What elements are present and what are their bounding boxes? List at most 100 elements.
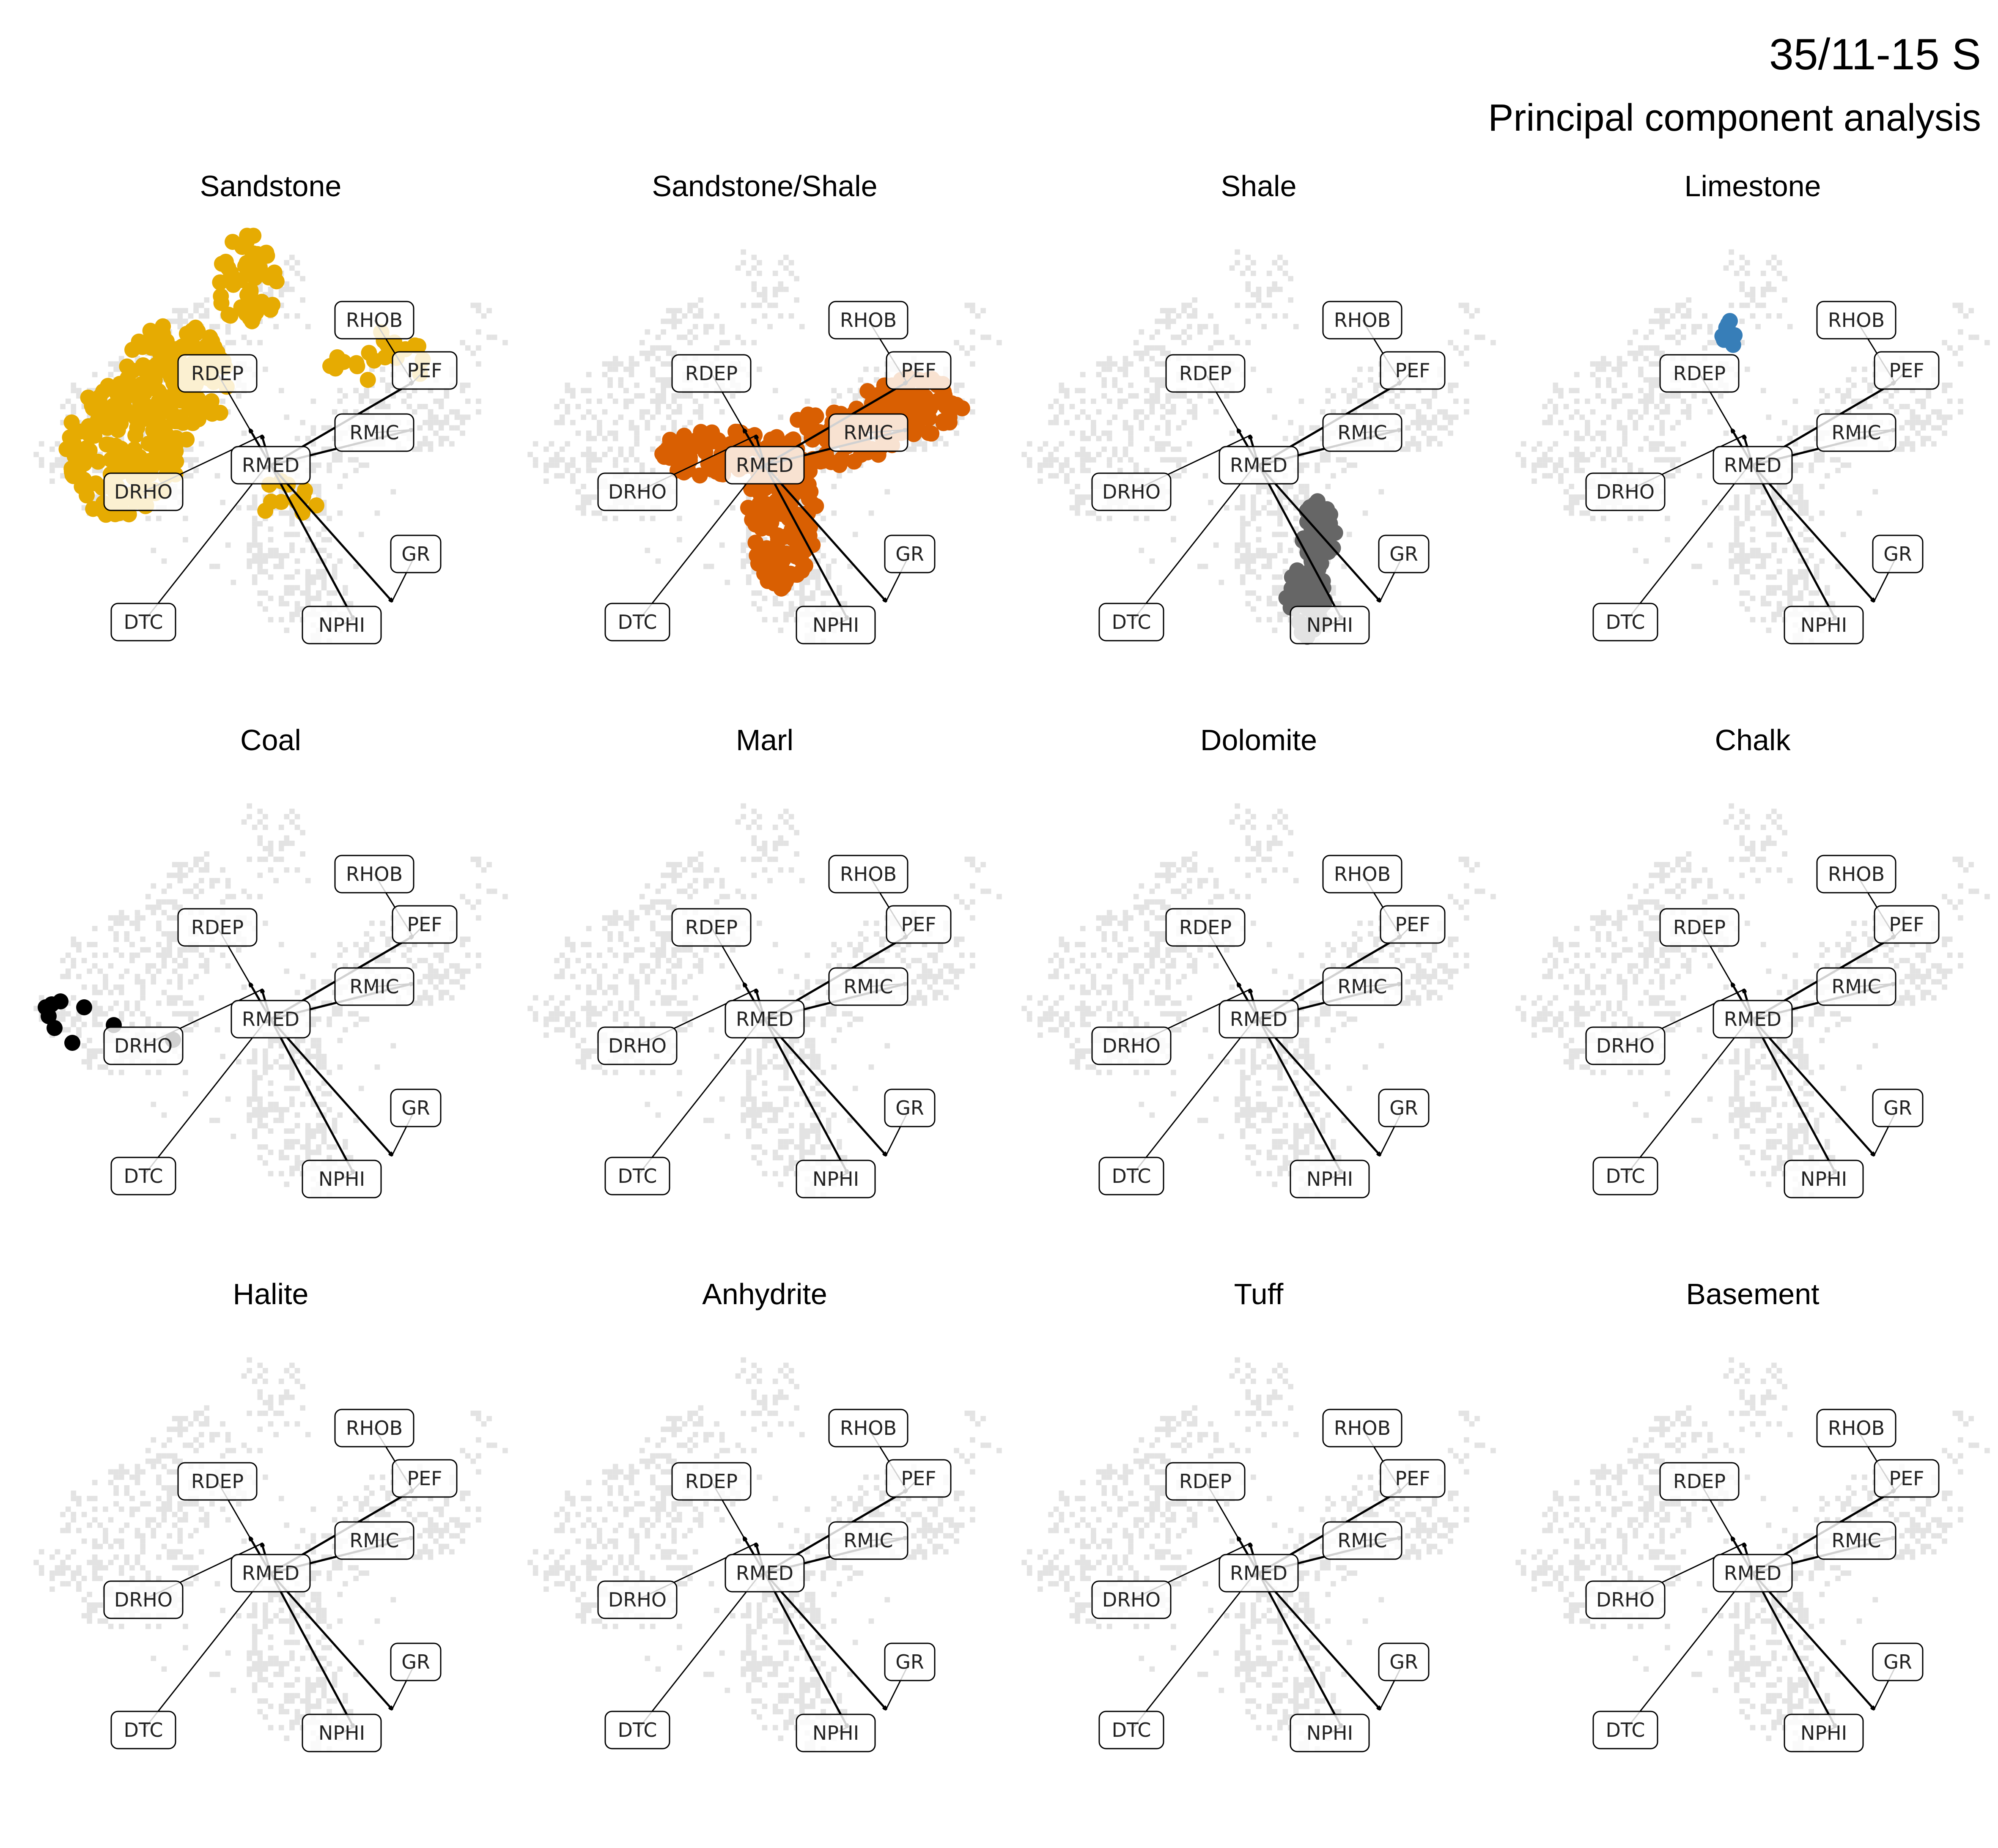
background-cell <box>1531 446 1537 452</box>
background-cell <box>570 462 576 468</box>
background-cell <box>1569 499 1574 505</box>
background-cell <box>1235 302 1240 308</box>
background-cell <box>1479 335 1485 340</box>
background-cell <box>1245 558 1251 564</box>
background-cell <box>581 388 586 393</box>
label-box <box>1322 413 1402 452</box>
label-drho: DRHO <box>114 480 173 503</box>
background-cell <box>92 963 98 969</box>
background-cell <box>1075 388 1080 393</box>
background-cell <box>602 409 608 415</box>
background-cell <box>837 590 842 596</box>
background-cell <box>289 515 295 521</box>
background-cell <box>1531 462 1537 468</box>
background-cell <box>1091 457 1096 463</box>
background-cell <box>1931 441 1937 447</box>
background-cell <box>60 404 66 409</box>
background-cell <box>1432 414 1438 420</box>
background-cell <box>607 366 613 372</box>
background-cell <box>1776 532 1782 537</box>
label-rmed: RMED <box>736 454 793 477</box>
background-cell <box>815 574 821 580</box>
background-cell <box>257 840 263 846</box>
background-cell <box>970 409 975 415</box>
background-cell <box>1101 393 1107 399</box>
background-cell <box>954 382 959 388</box>
background-cell <box>543 446 549 452</box>
background-cell <box>1569 510 1574 516</box>
background-cell <box>172 1011 178 1017</box>
background-cell <box>837 585 842 591</box>
background-cell <box>294 260 300 266</box>
background-cell <box>1037 468 1043 473</box>
background-cell <box>1760 302 1766 308</box>
background-cell <box>1558 457 1564 463</box>
background-cell <box>661 393 666 399</box>
background-cell <box>289 590 295 596</box>
background-cell <box>1819 398 1825 404</box>
background-cell <box>1128 441 1133 447</box>
background-cell <box>1277 510 1283 516</box>
background-cell <box>1739 558 1745 564</box>
background-cell <box>1139 548 1144 553</box>
background-cell <box>1840 393 1846 399</box>
background-cell <box>289 819 295 825</box>
background-cell <box>1235 542 1240 548</box>
background-cell <box>612 515 618 521</box>
background-cell <box>1537 457 1542 463</box>
background-cell <box>1585 457 1590 463</box>
background-cell <box>172 872 178 878</box>
background-cell <box>1240 271 1246 276</box>
background-cell <box>1464 302 1469 308</box>
background-cell <box>527 452 533 458</box>
data-point <box>146 372 163 388</box>
background-cell <box>278 617 284 622</box>
background-cell <box>1750 548 1756 553</box>
background-cell <box>783 611 789 617</box>
label-box <box>1659 354 1740 393</box>
background-cell <box>263 814 268 820</box>
background-cell <box>1611 388 1617 393</box>
background-cell <box>1149 356 1155 362</box>
background-cell <box>1208 398 1213 404</box>
background-cell <box>284 286 290 292</box>
background-cell <box>1590 515 1596 521</box>
background-cell <box>1542 473 1548 479</box>
background-cell <box>1149 404 1155 409</box>
background-cell <box>1515 452 1521 458</box>
background-cell <box>1272 585 1278 591</box>
background-cell <box>719 329 725 335</box>
background-cell <box>1096 372 1102 378</box>
background-cell <box>284 532 290 537</box>
background-cell <box>1421 398 1427 404</box>
background-cell <box>1139 420 1144 425</box>
background-cell <box>1643 377 1649 383</box>
background-cell <box>87 942 92 947</box>
background-cell <box>1750 313 1756 319</box>
background-cell <box>639 409 645 415</box>
background-cell <box>92 1048 98 1054</box>
background-cell <box>1680 398 1686 404</box>
label-box <box>392 351 458 390</box>
background-cell <box>417 425 423 431</box>
background-cell <box>1553 409 1559 415</box>
background-cell <box>671 308 677 313</box>
background-cell <box>289 510 295 516</box>
background-cell <box>719 340 725 345</box>
background-cell <box>597 510 602 516</box>
background-cell <box>38 457 44 463</box>
label-rdep: RDEP <box>191 362 244 385</box>
background-cell <box>273 548 279 553</box>
background-cell <box>156 515 162 521</box>
label-gr: GR <box>895 543 924 565</box>
background-cell <box>241 819 247 825</box>
panel-title: Limestone <box>1684 170 1821 203</box>
background-cell <box>1037 462 1043 468</box>
background-cell <box>193 302 199 308</box>
label-box <box>1713 446 1793 485</box>
background-cell <box>113 984 119 990</box>
background-cell <box>87 1038 92 1043</box>
background-cell <box>650 372 656 378</box>
background-cell <box>1670 335 1676 340</box>
background-cell <box>1600 515 1606 521</box>
